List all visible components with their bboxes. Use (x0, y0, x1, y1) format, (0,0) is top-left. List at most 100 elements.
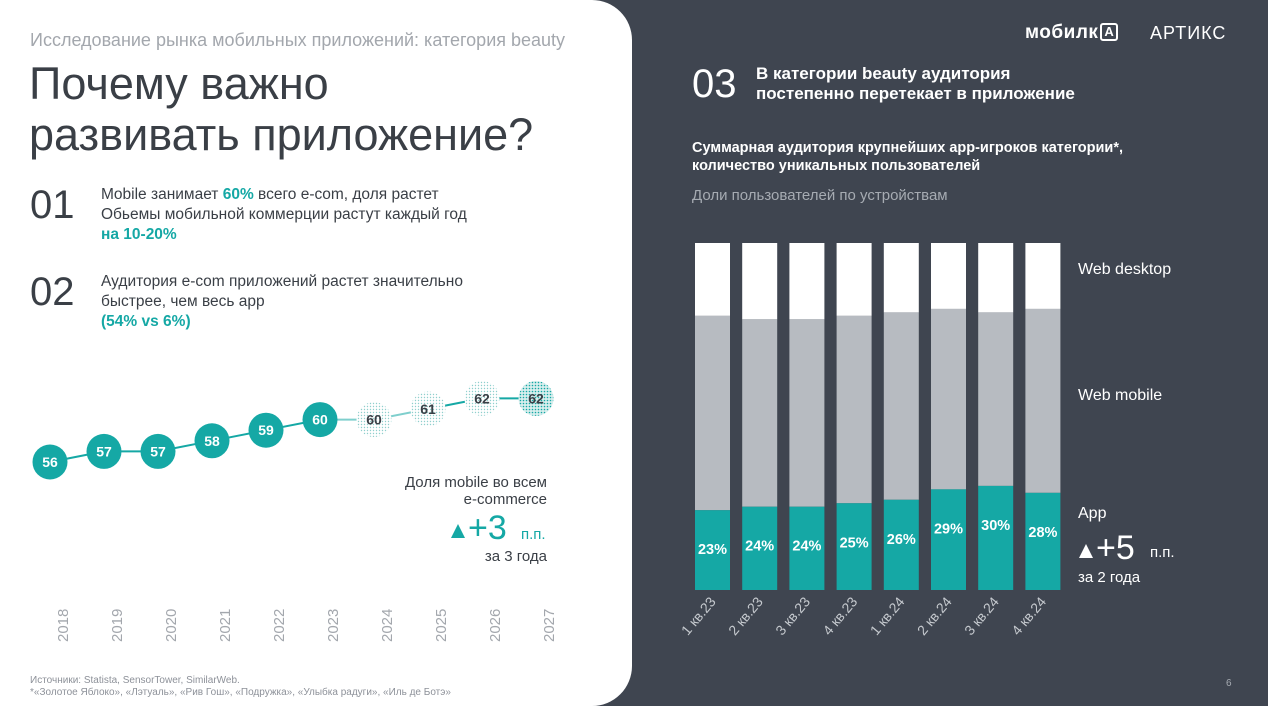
line-chart: 56 2018 57 2019 57 2020 58 2021 59 2022 60 2023 60 20… (32, 380, 558, 642)
x-tick-label: 2019 (109, 609, 126, 642)
mobilka-logo-text: мобилк (1025, 22, 1099, 43)
mobilka-logo-box: А (1100, 23, 1119, 41)
x-tick-label: 2018 (55, 609, 72, 642)
bar-web-desktop (836, 243, 872, 316)
line-point (140, 433, 176, 469)
bar-web-mobile (695, 315, 730, 511)
bar-app (695, 510, 730, 590)
legend-app: App (1078, 505, 1107, 522)
point-number-03: 03 (692, 62, 737, 106)
point-01-line2: Обьемы мобильной коммерции растут каждый… (101, 206, 467, 223)
left-callout-line1: Доля mobile во всем (405, 474, 547, 491)
title-line-1: Почему важно (29, 58, 329, 109)
point-value-label: 57 (96, 443, 112, 459)
line-point (302, 402, 338, 438)
bar-app-label: 24% (745, 539, 774, 555)
bar-web-desktop (789, 243, 825, 320)
line-point (248, 412, 284, 448)
point-01-line1-pre: Mobile занимает (101, 186, 223, 203)
artix-logo: АРТИКС (1150, 23, 1227, 43)
bar-web-desktop (978, 243, 1014, 313)
point-value-label: 58 (204, 433, 220, 449)
right-callout-period: за 2 года (1078, 569, 1141, 586)
point-01-line3: на 10-20% (101, 226, 177, 243)
bar-chart-subtitle: Доли пользователей по устройствам (692, 187, 948, 204)
title-line-2: развивать приложение? (29, 109, 534, 160)
line-point (410, 391, 446, 427)
bar-web-desktop (695, 243, 730, 316)
bar-app (883, 499, 919, 590)
x-tick-label: 2021 (217, 609, 234, 642)
point-value-label: 62 (528, 390, 544, 406)
bar-web-mobile (1025, 308, 1061, 493)
x-tick-label: 2026 (487, 609, 504, 642)
point-value-label: 62 (474, 390, 490, 406)
point-01-accent: 60% (222, 186, 254, 203)
bar-app-label: 28% (1028, 525, 1057, 541)
bar-chart-title-line1: Суммарная аудитория крупнейших app-игрок… (692, 140, 1124, 156)
sources-note: Источники: Statista, SensorTower, Simila… (30, 675, 451, 699)
bar-app (978, 485, 1014, 590)
line-point (464, 380, 500, 416)
line-point (32, 444, 68, 480)
right-title-line2: постепенно перетекает в приложение (756, 84, 1075, 103)
bar-app-label: 24% (792, 539, 821, 555)
point-value-label: 59 (258, 422, 274, 438)
line-point (194, 423, 230, 459)
line-point (356, 402, 392, 438)
bar-web-desktop (931, 243, 966, 309)
bar-category-label: 2 кв.24 (914, 593, 955, 638)
sources-line1: Источники: Statista, SensorTower, Simila… (30, 675, 240, 686)
left-callout-period: за 3 года (485, 548, 548, 565)
legend-web-mobile: Web mobile (1078, 387, 1162, 404)
point-value-label: 57 (150, 443, 166, 459)
bar-app (836, 503, 872, 590)
bar-web-desktop (1025, 243, 1061, 309)
point-02-line2: быстрее, чем весь app (101, 293, 265, 310)
bar-app (789, 506, 825, 590)
point-02-line3: (54% vs 6%) (101, 313, 191, 330)
bar-category-label: 2 кв.23 (725, 593, 766, 638)
x-tick-label: 2023 (325, 609, 342, 642)
right-callout-big: +5 (1096, 529, 1135, 567)
x-tick-label: 2022 (271, 609, 288, 642)
point-value-label: 60 (366, 412, 382, 428)
legend-web-desktop: Web desktop (1078, 261, 1171, 278)
sources-line2: *«Золотое Яблоко», «Лэтуаль», «Рив Гош»,… (30, 687, 451, 698)
point-01-text: Mobile занимает 60% всего e-com, доля ра… (101, 185, 467, 245)
bar-app-label: 29% (934, 521, 963, 537)
bar-app (931, 489, 966, 590)
x-tick-label: 2027 (541, 609, 558, 642)
point-value-label: 61 (420, 401, 436, 417)
point-02-line1: Аудитория e-com приложений растет значит… (101, 273, 463, 290)
right-title-line1: В категории beauty аудитория (756, 64, 1011, 83)
bar-web-mobile (836, 315, 872, 504)
bar-category-label: 3 кв.23 (772, 593, 813, 638)
bar-app-label: 25% (840, 535, 869, 551)
point-value-label: 56 (42, 454, 58, 470)
bar-chart-title: Суммарная аудитория крупнейших app-игрок… (692, 139, 1123, 175)
left-callout-unit: п.п. (521, 526, 546, 543)
left-panel (0, 0, 632, 706)
line-point (518, 380, 554, 416)
bar-category-label: 1 кв.24 (867, 593, 908, 638)
point-02-text: Аудитория e-com приложений растет значит… (101, 272, 463, 332)
bar-web-desktop (742, 243, 778, 320)
bar-category-label: 4 кв.24 (1008, 593, 1049, 638)
x-tick-label: 2025 (433, 609, 450, 642)
x-tick-label: 2024 (379, 609, 396, 642)
page-title: Почему важно развивать приложение? (29, 58, 533, 160)
bar-chart-title-line2: количество уникальных пользователей (692, 158, 981, 174)
bar-app-label: 30% (981, 518, 1010, 534)
bar-category-label: 3 кв.24 (961, 593, 1002, 638)
bar-category-label: 4 кв.23 (819, 593, 860, 638)
right-callout-unit: п.п. (1150, 544, 1175, 561)
x-tick-label: 2020 (163, 609, 180, 642)
bar-app (742, 506, 778, 590)
bar-web-mobile (883, 312, 919, 500)
bar-app-label: 23% (698, 542, 727, 558)
point-number-01: 01 (30, 183, 75, 227)
bar-web-mobile (931, 308, 966, 490)
